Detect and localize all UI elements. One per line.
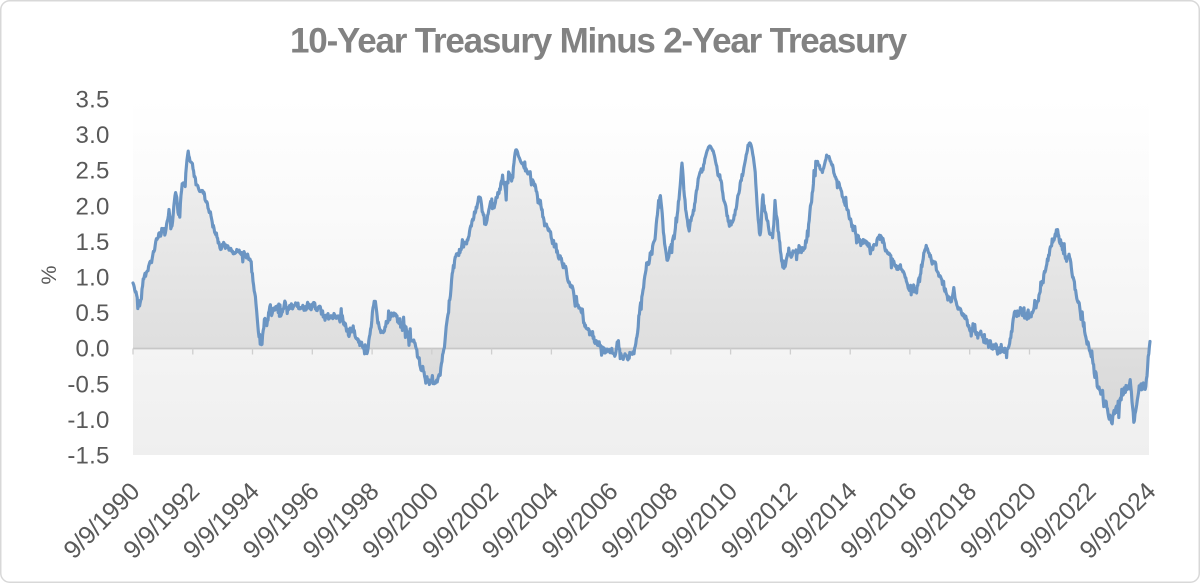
svg-text:-1.5: -1.5 xyxy=(67,443,109,470)
svg-text:2.0: 2.0 xyxy=(76,193,110,220)
svg-text:1.0: 1.0 xyxy=(76,265,110,292)
svg-text:0.5: 0.5 xyxy=(76,300,110,327)
svg-text:-0.5: -0.5 xyxy=(67,371,109,398)
svg-text:1.5: 1.5 xyxy=(76,229,110,256)
svg-text:2.5: 2.5 xyxy=(76,158,110,185)
svg-text:10-Year Treasury Minus 2-Year: 10-Year Treasury Minus 2-Year Treasury xyxy=(290,22,908,61)
svg-text:3.0: 3.0 xyxy=(76,122,110,149)
svg-text:-1.0: -1.0 xyxy=(67,407,109,434)
svg-text:0.0: 0.0 xyxy=(76,336,110,363)
svg-text:3.5: 3.5 xyxy=(76,87,110,114)
svg-text:%: % xyxy=(37,265,61,284)
